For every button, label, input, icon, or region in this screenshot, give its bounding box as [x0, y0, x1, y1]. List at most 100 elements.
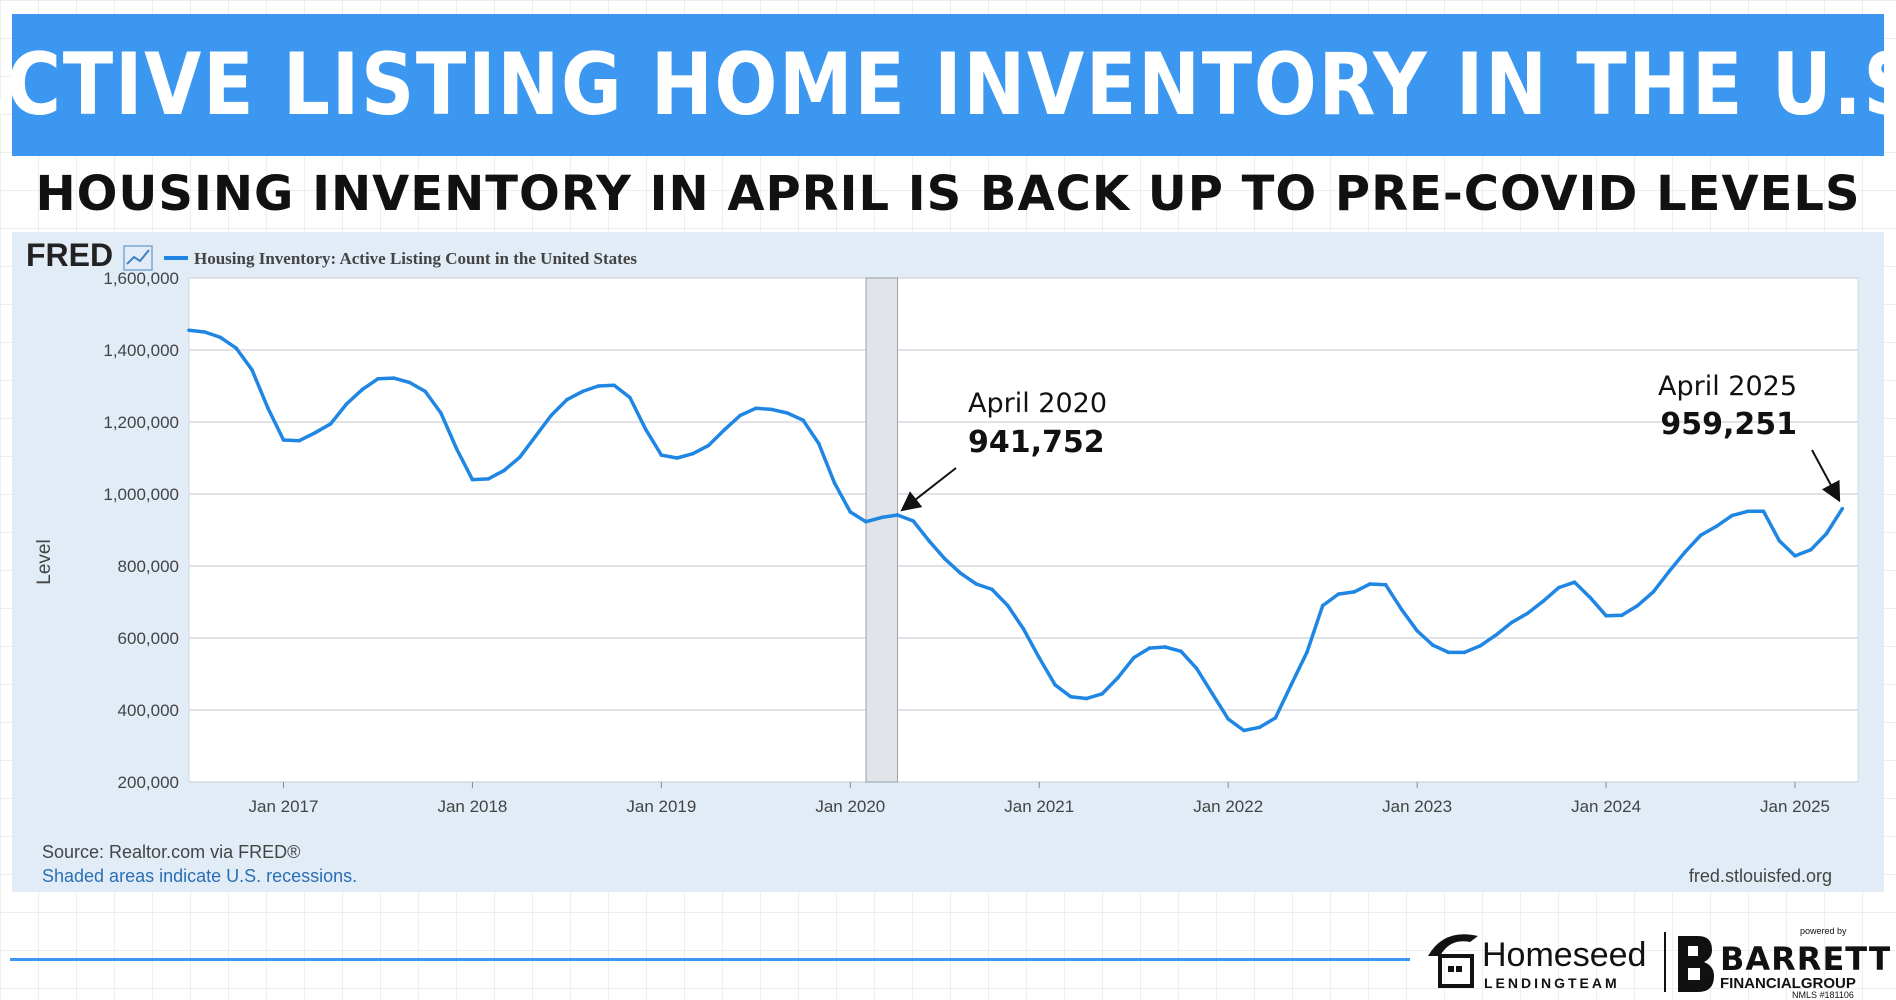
data-point — [1116, 675, 1120, 680]
y-tick-label: 400,000 — [118, 701, 179, 720]
data-point — [391, 376, 396, 380]
data-point — [1698, 533, 1703, 538]
data-point — [974, 582, 979, 586]
nmls-text: NMLS #181106 — [1792, 990, 1854, 998]
x-tick-label: Jan 2018 — [437, 797, 507, 816]
y-tick-label: 600,000 — [118, 629, 179, 648]
data-point — [1289, 683, 1293, 687]
data-point — [1620, 613, 1624, 618]
data-point — [832, 481, 837, 485]
data-point — [549, 413, 553, 418]
annotation-value: 959,251 — [1660, 407, 1797, 442]
barrett-logo-tag: FINANCIALGROUP — [1720, 975, 1856, 992]
data-point — [1777, 539, 1782, 543]
data-point — [297, 438, 302, 443]
data-point — [1320, 603, 1325, 608]
data-point — [1210, 692, 1215, 696]
y-axis-label: Level — [34, 539, 55, 584]
data-point — [470, 477, 475, 482]
data-point — [1399, 607, 1404, 611]
legend-label: Housing Inventory: Active Listing Count … — [194, 249, 637, 268]
data-point — [187, 328, 191, 332]
data-point — [738, 413, 742, 418]
data-point — [596, 384, 601, 388]
data-point — [1194, 666, 1199, 671]
data-point — [1588, 595, 1593, 600]
data-point — [1714, 524, 1719, 529]
data-point — [1163, 645, 1168, 649]
data-point — [1635, 603, 1640, 608]
data-point — [722, 428, 727, 432]
data-point — [643, 427, 648, 431]
y-tick-label: 200,000 — [118, 773, 179, 792]
fred-site-link[interactable]: fred.stlouisfed.org — [1689, 866, 1832, 886]
data-point — [754, 406, 758, 411]
data-point — [218, 335, 223, 340]
recession-band — [865, 277, 899, 783]
data-point — [1840, 506, 1845, 511]
data-point — [612, 383, 616, 388]
data-point — [1509, 620, 1514, 625]
data-point — [691, 451, 695, 456]
x-tick-label: Jan 2020 — [815, 797, 885, 816]
data-point — [1068, 694, 1073, 699]
data-point — [911, 519, 916, 523]
data-point — [1745, 509, 1750, 514]
data-point — [1147, 646, 1152, 650]
data-point — [879, 515, 884, 520]
data-point — [1525, 611, 1530, 616]
data-point — [1431, 643, 1435, 647]
data-point — [1336, 592, 1341, 596]
data-point — [1037, 656, 1042, 660]
data-point — [360, 387, 364, 392]
x-tick-label: Jan 2019 — [626, 797, 696, 816]
data-point — [517, 455, 522, 460]
data-point — [1131, 656, 1136, 660]
data-point — [785, 411, 790, 415]
data-point — [1053, 683, 1057, 687]
data-point — [1478, 644, 1482, 648]
data-point — [580, 389, 585, 394]
data-point — [1446, 650, 1451, 655]
data-point — [1368, 582, 1372, 586]
data-point — [927, 539, 931, 543]
data-point — [344, 402, 349, 406]
data-point — [281, 438, 286, 442]
fred-chart-panel: FRED Housing Inventory: Active Listing C… — [12, 232, 1884, 892]
data-point — [1541, 599, 1545, 604]
data-point — [1651, 590, 1656, 594]
recession-shading — [865, 277, 899, 783]
house-icon — [1428, 934, 1478, 988]
data-point — [1808, 548, 1813, 552]
source-note: Source: Realtor.com via FRED® — [42, 842, 300, 862]
page-subtitle: HOUSING INVENTORY IN APRIL IS BACK UP TO… — [35, 166, 1861, 222]
y-tick-label: 1,600,000 — [103, 269, 179, 288]
data-point — [848, 510, 853, 514]
recession-note[interactable]: Shaded areas indicate U.S. recessions. — [42, 866, 357, 886]
data-point — [1415, 629, 1419, 633]
annotation-arrow — [900, 467, 957, 512]
data-point — [769, 407, 774, 412]
data-point — [486, 477, 490, 481]
data-point — [1824, 531, 1829, 536]
x-tick-label: Jan 2025 — [1760, 797, 1830, 816]
annotations: April 2020 941,752 April 2025 959,251 — [900, 371, 1841, 512]
data-point — [439, 411, 443, 415]
x-tick-label: Jan 2022 — [1193, 797, 1263, 816]
data-point — [202, 330, 207, 334]
data-point — [1793, 554, 1797, 558]
data-point — [1021, 627, 1026, 631]
homeseed-logo-name: Homeseed — [1482, 936, 1646, 974]
fred-logo: FRED — [26, 237, 113, 273]
data-point — [1005, 603, 1010, 608]
y-tick-label: 1,400,000 — [103, 341, 179, 360]
data-point — [328, 422, 333, 426]
data-point — [1683, 550, 1687, 555]
data-point — [1494, 633, 1498, 637]
title-banner: ACTIVE LISTING HOME INVENTORY IN THE U.S… — [0, 14, 1896, 156]
grid — [189, 277, 1858, 783]
chart-trend-icon — [123, 245, 153, 271]
data-point — [502, 468, 506, 473]
page-title: ACTIVE LISTING HOME INVENTORY IN THE U.S… — [0, 35, 1896, 135]
data-point — [675, 456, 679, 460]
